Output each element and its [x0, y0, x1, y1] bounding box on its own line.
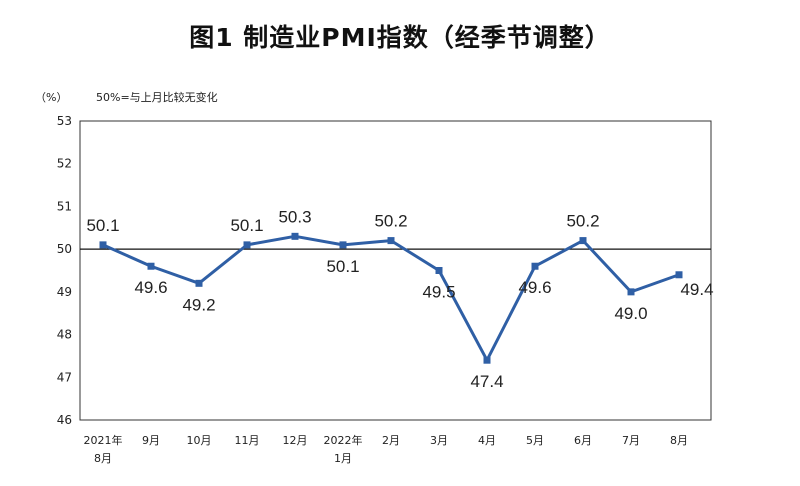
data-label: 50.3	[278, 207, 311, 226]
data-point-marker	[675, 271, 683, 279]
x-tick-label: 9月	[142, 434, 160, 447]
x-tick-label: 2021年	[84, 433, 123, 447]
x-tick-label: 11月	[235, 434, 260, 447]
y-tick-label: 50	[57, 242, 72, 256]
data-point-marker	[243, 241, 251, 249]
x-tick-label: 3月	[430, 434, 448, 447]
x-tick-label: 8月	[94, 452, 112, 465]
y-tick-label: 52	[57, 157, 72, 171]
data-label: 49.6	[134, 278, 167, 297]
x-tick-label: 12月	[283, 434, 308, 447]
data-label: 49.2	[182, 295, 215, 314]
data-point-marker	[435, 267, 443, 274]
data-point-marker	[99, 241, 107, 249]
data-point-marker	[147, 262, 155, 270]
y-tick-label: 53	[57, 114, 72, 128]
x-tick-label: 2月	[382, 434, 400, 447]
data-label: 49.4	[680, 280, 713, 299]
x-tick-label: 1月	[334, 452, 352, 465]
data-point-marker	[483, 356, 491, 364]
y-tick-label: 47	[57, 370, 72, 384]
reference-note: 50%=与上月比较无变化	[96, 90, 218, 104]
data-point-marker	[339, 241, 347, 249]
x-tick-label: 2022年	[324, 433, 363, 447]
data-point-marker	[195, 279, 203, 287]
data-point-marker	[531, 262, 539, 270]
chart-title: 图1 制造业PMI指数（经季节调整）	[189, 23, 611, 52]
y-axis-tick-labels: 46 47 48 49 50 51 52 53	[57, 114, 72, 427]
data-label: 50.2	[566, 212, 599, 231]
x-tick-label: 4月	[478, 434, 496, 447]
y-tick-label: 49	[57, 285, 72, 299]
data-point-marker	[627, 288, 635, 296]
plot-area-frame	[79, 120, 712, 421]
x-axis-tick-labels: 2021年 8月 9月 10月 11月 12月 2022年 1月 2月 3月 4月 5月 6月 7月 8月	[84, 433, 689, 465]
data-label: 50.2	[374, 212, 407, 231]
data-label: 49.0	[614, 304, 647, 323]
y-tick-label: 48	[57, 328, 72, 342]
data-point-marker	[387, 237, 395, 245]
data-label: 50.1	[86, 216, 119, 235]
data-label: 49.5	[422, 283, 455, 302]
data-label: 50.1	[326, 257, 359, 276]
data-label: 49.6	[518, 278, 551, 297]
x-tick-label: 6月	[574, 434, 592, 447]
x-tick-label: 8月	[670, 434, 688, 447]
y-axis-unit-label: （%）	[35, 91, 67, 104]
x-tick-label: 5月	[526, 434, 544, 447]
data-label: 47.4	[470, 372, 503, 391]
y-tick-label: 46	[57, 413, 72, 427]
x-tick-label: 10月	[187, 434, 212, 447]
series-pmi: 50.1 49.6 49.2 50.1 50.3 50.1 50.2 49.5 47.4 49.6…	[86, 207, 713, 391]
y-tick-label: 51	[57, 199, 72, 213]
data-point-marker	[579, 237, 587, 245]
data-label: 50.1	[230, 216, 263, 235]
x-tick-label: 7月	[622, 434, 640, 447]
data-point-marker	[291, 232, 299, 240]
